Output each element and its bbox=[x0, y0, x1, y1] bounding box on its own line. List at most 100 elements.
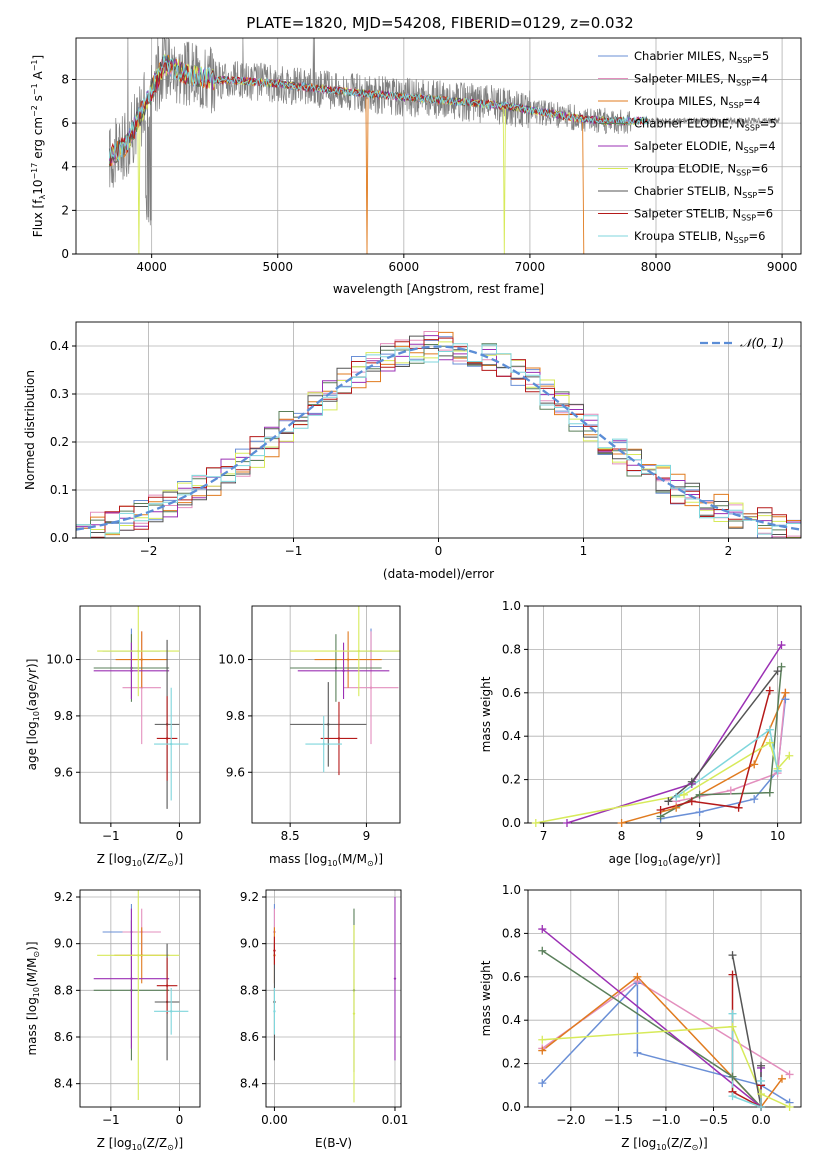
residual-histogram-salpeter-stelib bbox=[76, 337, 801, 538]
y-axis-label: mass weight bbox=[479, 676, 493, 752]
weight-marker-kroupa-stelib bbox=[728, 1092, 737, 1101]
y-tick-label: 0.4 bbox=[50, 339, 69, 353]
legend-part: =5 bbox=[760, 117, 777, 131]
legend-label-salpeter-stelib: Salpeter STELIB, NSSP=6 bbox=[634, 207, 773, 223]
observed-spectrum-line bbox=[109, 38, 780, 226]
plot-area bbox=[290, 606, 400, 776]
axes-frame bbox=[79, 889, 201, 1108]
y-tick-label: 0.4 bbox=[502, 729, 521, 743]
legend-label-kroupa-miles: Kroupa MILES, NSSP=4 bbox=[634, 94, 760, 110]
label-part: erg cm bbox=[31, 117, 45, 163]
x-axis-label: mass [log10(M/M⊙)] bbox=[269, 852, 383, 868]
weight-marker-chabrier-stelib bbox=[757, 1061, 766, 1070]
label-part: 10 bbox=[658, 859, 668, 868]
x-axis-label: age [log10(age/yr)] bbox=[609, 852, 721, 868]
x-tick-label: −1.0 bbox=[651, 1113, 680, 1127]
legend-label-normal: 𝒩(0, 1) bbox=[740, 336, 784, 350]
label-part: ⊙ bbox=[167, 1143, 174, 1152]
panel-age_vs_mass: 8.5 9 9.6 9.8 10.0 mass [log10(M/M⊙)] bbox=[218, 605, 401, 868]
y-tick-label: 1.0 bbox=[502, 883, 521, 897]
x-tick-label: 9 bbox=[696, 829, 704, 843]
point-salpeter-elodie bbox=[342, 669, 345, 673]
legend-part: SSP bbox=[737, 56, 752, 65]
point-salpeter-stelib bbox=[337, 737, 341, 740]
label-part: (Z/Z bbox=[142, 1136, 167, 1150]
point-salpeter-stelib bbox=[165, 737, 169, 740]
axes-frame bbox=[265, 889, 402, 1108]
x-tick-label: −1.5 bbox=[604, 1113, 633, 1127]
y-tick-label: 0 bbox=[61, 247, 69, 261]
point-salpeter-miles bbox=[369, 686, 373, 689]
model-spectrum-salpeter-elodie bbox=[108, 58, 649, 164]
y-tick-label: 0.0 bbox=[502, 1100, 521, 1114]
point-kroupa-stelib bbox=[170, 1010, 173, 1013]
x-tick-label: 10 bbox=[770, 829, 785, 843]
weight-marker-kroupa-elodie bbox=[765, 738, 774, 747]
point-kroupa-stelib bbox=[273, 1010, 276, 1013]
x-tick-label: 0.00 bbox=[261, 1113, 288, 1127]
x-axis-label: wavelength [Angstrom, rest frame] bbox=[333, 282, 544, 296]
weight-marker-kroupa-elodie bbox=[538, 1035, 547, 1044]
weight-marker-kroupa-miles bbox=[777, 1074, 786, 1083]
x-tick-label: −1 bbox=[102, 829, 120, 843]
weight-marker-chabrier-stelib bbox=[728, 951, 737, 960]
weight-marker-kroupa-stelib bbox=[757, 1103, 766, 1111]
label-part: 10 bbox=[31, 180, 45, 195]
weight-marker-chabrier-elodie bbox=[728, 1072, 737, 1081]
point-chabrier-elodie bbox=[334, 666, 338, 670]
x-tick-label: 2 bbox=[725, 544, 733, 558]
label-part: (age/yr)] bbox=[25, 659, 39, 711]
label-part: 10 bbox=[132, 859, 142, 868]
y-axis-label: Flux [fλ10−17 erg cm−2 s−1 A−1] bbox=[30, 55, 47, 237]
weight-marker-chabrier-miles bbox=[633, 1048, 642, 1057]
weight-marker-salpeter-miles bbox=[726, 786, 735, 795]
legend-label-chabrier-elodie: Chabrier ELODIE, NSSP=5 bbox=[634, 117, 777, 133]
y-tick-label: 4 bbox=[61, 160, 69, 174]
weight-marker-chabrier-elodie bbox=[765, 788, 774, 797]
legend-part: Salpeter STELIB, N bbox=[634, 207, 741, 221]
y-tick-label: 0.6 bbox=[502, 686, 521, 700]
legend-label-chabrier-miles: Chabrier MILES, NSSP=5 bbox=[634, 49, 769, 65]
x-tick-label: −0.5 bbox=[699, 1113, 728, 1127]
legend-part: Kroupa ELODIE, N bbox=[634, 162, 736, 176]
x-tick-label: 8000 bbox=[641, 260, 672, 274]
label-part: (Z/Z bbox=[666, 1136, 691, 1150]
x-tick-label: 8 bbox=[618, 829, 626, 843]
legend-part: SSP bbox=[741, 214, 756, 223]
label-part: )] bbox=[698, 1136, 707, 1150]
weight-marker-salpeter-stelib bbox=[728, 970, 737, 979]
y-tick-label: 9.8 bbox=[226, 709, 245, 723]
weight-marker-kroupa-miles bbox=[750, 760, 759, 769]
x-tick-label: 9 bbox=[363, 829, 371, 843]
label-part: ⊙ bbox=[32, 951, 41, 958]
label-part: Flux [f bbox=[31, 199, 45, 237]
y-tick-label: 0.1 bbox=[50, 483, 69, 497]
legend-part: =4 bbox=[744, 94, 761, 108]
legend-part: SSP bbox=[734, 236, 749, 245]
x-axis-label: Z [log10(Z/Z⊙)] bbox=[621, 1136, 707, 1152]
point-kroupa-stelib bbox=[322, 742, 325, 746]
legend-part: SSP bbox=[742, 191, 757, 200]
weight-marker-chabrier-elodie bbox=[538, 946, 547, 955]
label-part: Z [log bbox=[97, 852, 132, 866]
point-kroupa-miles bbox=[346, 658, 350, 661]
plot-area bbox=[108, 38, 780, 254]
x-tick-label: 9000 bbox=[767, 260, 798, 274]
weight-marker-salpeter-elodie bbox=[538, 925, 547, 934]
chart-panels: 4000 5000 6000 7000 8000 900002468wavelength … bbox=[23, 37, 802, 1152]
point-salpeter-stelib bbox=[273, 949, 276, 952]
plot-area bbox=[93, 606, 189, 809]
legend-part: Chabrier ELODIE, N bbox=[634, 117, 745, 131]
panel-residuals: −2 −1 0 1 2 0.0 0.1 0.2 0.3 0.4 (data-model)/error… bbox=[23, 321, 802, 581]
label-part: −1 bbox=[30, 83, 39, 95]
legend-label-kroupa-elodie: Kroupa ELODIE, NSSP=6 bbox=[634, 162, 768, 178]
label-part: −1 bbox=[30, 59, 39, 71]
weight-line-chabrier-elodie bbox=[660, 666, 783, 818]
y-tick-label: 8.6 bbox=[240, 1030, 259, 1044]
weight-marker-kroupa-miles bbox=[781, 688, 790, 697]
weight-marker-kroupa-stelib bbox=[773, 766, 782, 775]
model-spectrum-chabrier-stelib bbox=[108, 56, 649, 164]
